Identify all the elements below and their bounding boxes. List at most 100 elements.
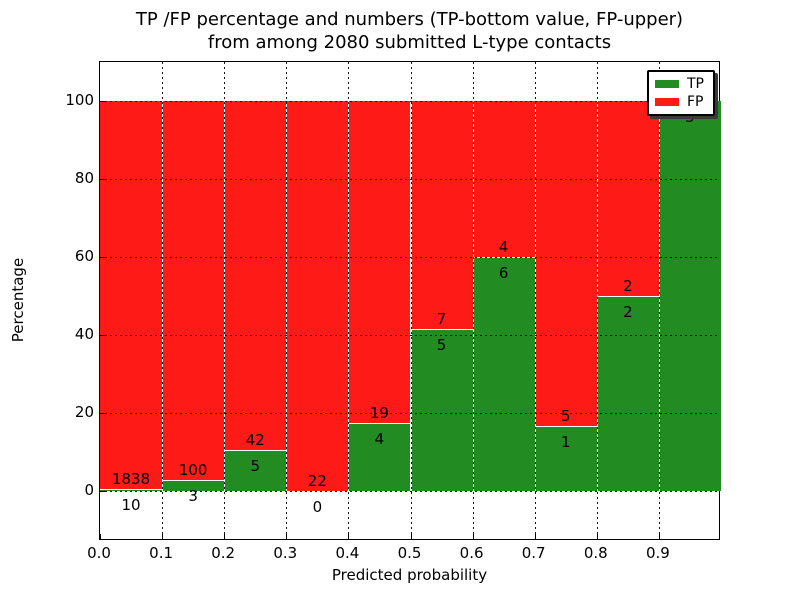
x-tick-label: 0.9 (645, 544, 670, 562)
x-tick-label: 0.0 (87, 544, 111, 562)
bar-edge (224, 449, 287, 451)
x-tick-label: 0.4 (335, 544, 360, 562)
bar-segment-fp (410, 101, 473, 329)
y-tick-label: 20 (74, 403, 94, 421)
x-tick-label: 0.1 (149, 544, 174, 562)
tp-count-label: 5 (436, 335, 447, 354)
gridline-horizontal (100, 101, 719, 102)
bar-segment-tp (472, 257, 535, 491)
y-tick-label: 60 (74, 247, 94, 265)
gridline-vertical (286, 62, 288, 539)
x-tick-label: 0.7 (521, 544, 546, 562)
fp-count-label: 100 (178, 460, 208, 479)
chart-title-line1: TP /FP percentage and numbers (TP-bottom… (135, 9, 684, 30)
y-axis-label: Percentage (9, 257, 27, 343)
bar-edge (162, 479, 225, 481)
tp-count-label: 5 (685, 108, 695, 126)
gridline-horizontal (100, 335, 719, 336)
gridline-vertical (534, 62, 536, 539)
legend-item-label: TP (687, 76, 704, 92)
legend: TP FP (647, 70, 715, 116)
x-tick-label: 0.6 (459, 544, 484, 562)
bar-segment-tp (162, 479, 225, 491)
fp-count-label: 1838 (111, 469, 151, 488)
fp-count-label: 22 (307, 472, 327, 490)
y-tick-mark (100, 257, 105, 258)
x-tick-mark (348, 534, 350, 539)
bar-edge (410, 328, 473, 330)
y-tick-mark (100, 413, 105, 414)
y-tick-mark (100, 101, 105, 102)
bar-segment-tp (348, 423, 411, 491)
tp-count-label: 2 (623, 303, 633, 321)
x-tick-mark (162, 534, 164, 539)
fp-count-label: 4 (498, 238, 509, 256)
bar-segment-fp (286, 101, 349, 491)
x-tick-mark (658, 534, 660, 539)
bar-edge (596, 296, 659, 297)
x-tick-label: 0.3 (273, 544, 298, 562)
bar-edge (100, 488, 163, 490)
tp-count-label: 1 (560, 433, 571, 451)
x-tick-mark (410, 534, 412, 539)
bar-segment-tp (224, 449, 287, 491)
x-tick-mark (596, 534, 598, 539)
tp-count-label: 3 (188, 486, 198, 505)
legend-item-label: FP (687, 94, 704, 110)
gridline-vertical (658, 62, 660, 539)
y-tick-label: 40 (74, 325, 94, 343)
y-tick-label: 80 (74, 169, 94, 187)
y-tick-mark (100, 491, 105, 492)
x-tick-mark (286, 534, 288, 539)
bar-segment-fp (224, 101, 287, 450)
y-tick-label: 100 (65, 91, 94, 109)
chart-title: TP /FP percentage and numbers (TP-bottom… (99, 8, 720, 54)
gridline-horizontal (100, 257, 719, 258)
gridline-vertical (162, 62, 164, 539)
x-tick-label: 0.2 (211, 544, 236, 562)
legend-item: FP (655, 94, 707, 110)
fp-count-label: 5 (560, 407, 571, 425)
bar-segment-tp (658, 101, 721, 491)
x-tick-mark (472, 534, 474, 539)
bar-segment-tp (534, 426, 597, 491)
fp-count-label: 19 (369, 404, 389, 423)
y-tick-mark (100, 179, 105, 180)
gridline-vertical (348, 62, 350, 539)
bar-segment-fp (534, 101, 597, 426)
x-tick-label: 0.8 (583, 544, 608, 562)
y-tick-label: 0 (84, 481, 94, 499)
gridline-horizontal (100, 491, 719, 492)
legend-item: TP (655, 76, 707, 92)
gridline-horizontal (100, 179, 719, 180)
tp-count-label: 5 (250, 456, 261, 475)
tp-count-label: 0 (312, 498, 323, 516)
fp-count-label: 42 (245, 430, 265, 449)
gridline-vertical (472, 62, 474, 539)
bar-segment-fp (348, 101, 411, 424)
bar-edge (534, 426, 597, 427)
tp-count-label: 10 (121, 495, 141, 514)
gridline-vertical (224, 62, 226, 539)
bar-segment-fp (596, 101, 659, 296)
gridline-horizontal (100, 413, 719, 414)
bar-segment-tp (100, 488, 163, 491)
x-tick-mark (224, 534, 226, 539)
tp-swatch-icon (655, 80, 679, 88)
bar-edge (348, 423, 411, 425)
tp-count-label: 6 (498, 264, 509, 282)
bar-segment-tp (596, 296, 659, 491)
gridline-vertical (596, 62, 598, 539)
x-tick-mark (534, 534, 536, 539)
fp-count-label: 2 (623, 277, 633, 295)
chart-title-line2: from among 2080 submitted L-type contact… (207, 32, 612, 53)
x-axis-label: Predicted probability (331, 566, 488, 584)
gridline-vertical (410, 62, 412, 539)
fp-count-label: 7 (436, 309, 447, 328)
x-tick-label: 0.5 (397, 544, 422, 562)
bar-segment-tp (410, 328, 473, 491)
tp-count-label: 4 (374, 430, 385, 449)
x-tick-mark (100, 534, 101, 539)
